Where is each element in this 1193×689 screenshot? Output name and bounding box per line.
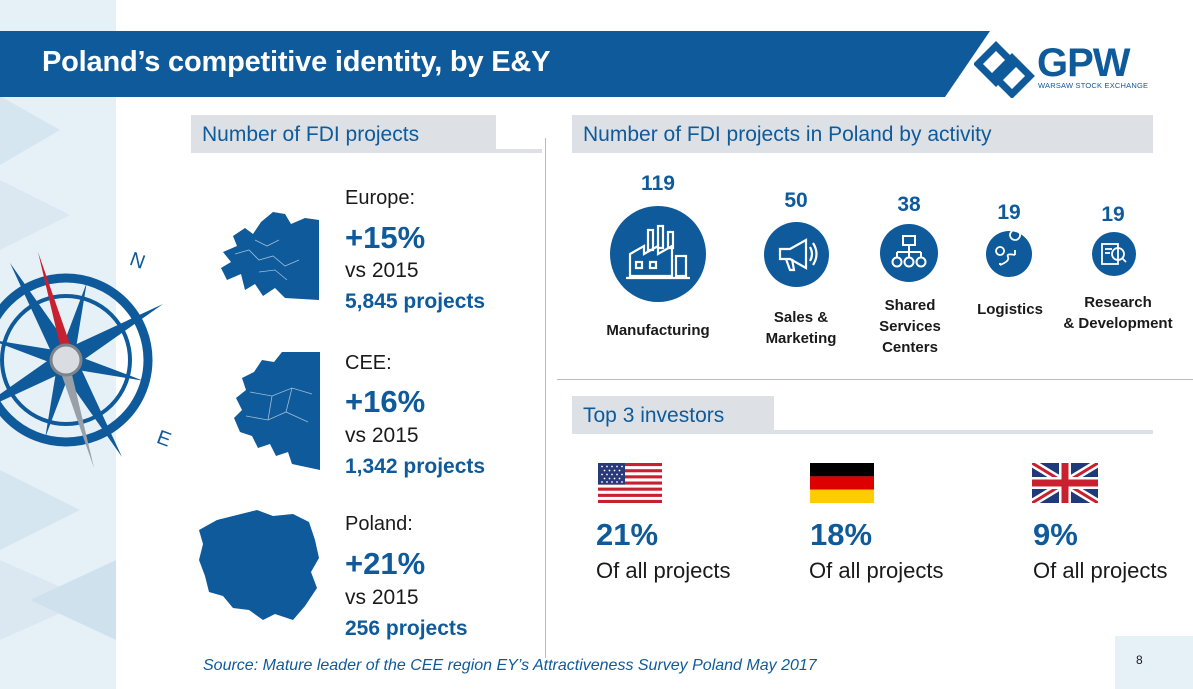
shared-services-count: 38 bbox=[897, 193, 921, 216]
fdi-heading-line bbox=[496, 149, 542, 153]
uk-flag-icon bbox=[1032, 463, 1098, 503]
page-number: 8 bbox=[1136, 653, 1143, 667]
germany-investor-pct: 18% bbox=[810, 517, 873, 552]
usa-investor-pct: 21% bbox=[596, 517, 659, 552]
horizontal-divider bbox=[557, 379, 1193, 380]
germany-flag-icon bbox=[810, 463, 874, 503]
poland-projects: 256 projects bbox=[345, 617, 468, 640]
europe-map-icon bbox=[221, 212, 319, 300]
cee-projects: 1,342 projects bbox=[345, 455, 486, 478]
activity-section-heading: Number of FDI projects in Poland by acti… bbox=[572, 115, 1153, 153]
investors-heading-line bbox=[774, 430, 1153, 434]
usa-investor-desc: Of all projects bbox=[596, 558, 731, 583]
sales-label: Sales & Marketing bbox=[765, 309, 837, 347]
gpw-logo-subtitle: WARSAW STOCK EXCHANGE bbox=[1038, 81, 1149, 90]
activity-heading-text: Number of FDI projects in Poland by acti… bbox=[583, 123, 992, 146]
org-chart-icon bbox=[880, 224, 938, 282]
factory-icon bbox=[610, 206, 706, 302]
poland-change: +21% bbox=[345, 546, 426, 581]
shared-services-label: Shared Services Centers bbox=[879, 297, 941, 356]
compass-rose-icon bbox=[0, 252, 163, 468]
sales-count: 50 bbox=[784, 189, 808, 212]
cee-change: +16% bbox=[345, 384, 426, 419]
poland-map-icon bbox=[199, 510, 319, 620]
manufacturing-count: 119 bbox=[641, 172, 675, 195]
gpw-logo-text: GPW bbox=[1037, 41, 1131, 85]
background-triangles-icon bbox=[0, 96, 116, 640]
megaphone-icon bbox=[764, 222, 829, 287]
title-banner bbox=[0, 31, 990, 97]
rnd-count: 19 bbox=[1101, 203, 1125, 226]
vertical-divider bbox=[545, 138, 546, 658]
europe-projects: 5,845 projects bbox=[345, 290, 486, 313]
route-pin-icon bbox=[986, 231, 1032, 277]
page-title: Poland’s competitive identity, by E&Y bbox=[42, 46, 551, 78]
poland-label: Poland: bbox=[345, 513, 413, 535]
cee-vs: vs 2015 bbox=[345, 424, 419, 447]
logistics-label: Logistics bbox=[977, 301, 1043, 318]
poland-vs: vs 2015 bbox=[345, 586, 419, 609]
gpw-logo-icon bbox=[974, 41, 1035, 98]
page-number-box bbox=[1115, 636, 1193, 689]
logistics-count: 19 bbox=[997, 201, 1021, 224]
cee-label: CEE: bbox=[345, 352, 392, 374]
usa-flag-icon bbox=[598, 463, 662, 503]
fdi-section-heading: Number of FDI projects bbox=[191, 115, 496, 153]
uk-investor-desc: Of all projects bbox=[1033, 558, 1168, 583]
manufacturing-label: Manufacturing bbox=[606, 322, 710, 339]
europe-label: Europe: bbox=[345, 187, 416, 209]
rnd-label: Research & Development bbox=[1063, 294, 1173, 332]
investors-section-heading: Top 3 investors bbox=[572, 396, 774, 434]
uk-investor-pct: 9% bbox=[1033, 517, 1078, 552]
europe-vs: vs 2015 bbox=[345, 259, 419, 282]
germany-investor-desc: Of all projects bbox=[809, 558, 944, 583]
fdi-heading-text: Number of FDI projects bbox=[202, 123, 420, 146]
source-note: Source: Mature leader of the CEE region … bbox=[203, 657, 817, 674]
investors-heading-text: Top 3 investors bbox=[583, 404, 725, 427]
cee-map-icon bbox=[234, 352, 320, 470]
europe-change: +15% bbox=[345, 220, 426, 255]
magnifier-document-icon bbox=[1092, 232, 1136, 276]
